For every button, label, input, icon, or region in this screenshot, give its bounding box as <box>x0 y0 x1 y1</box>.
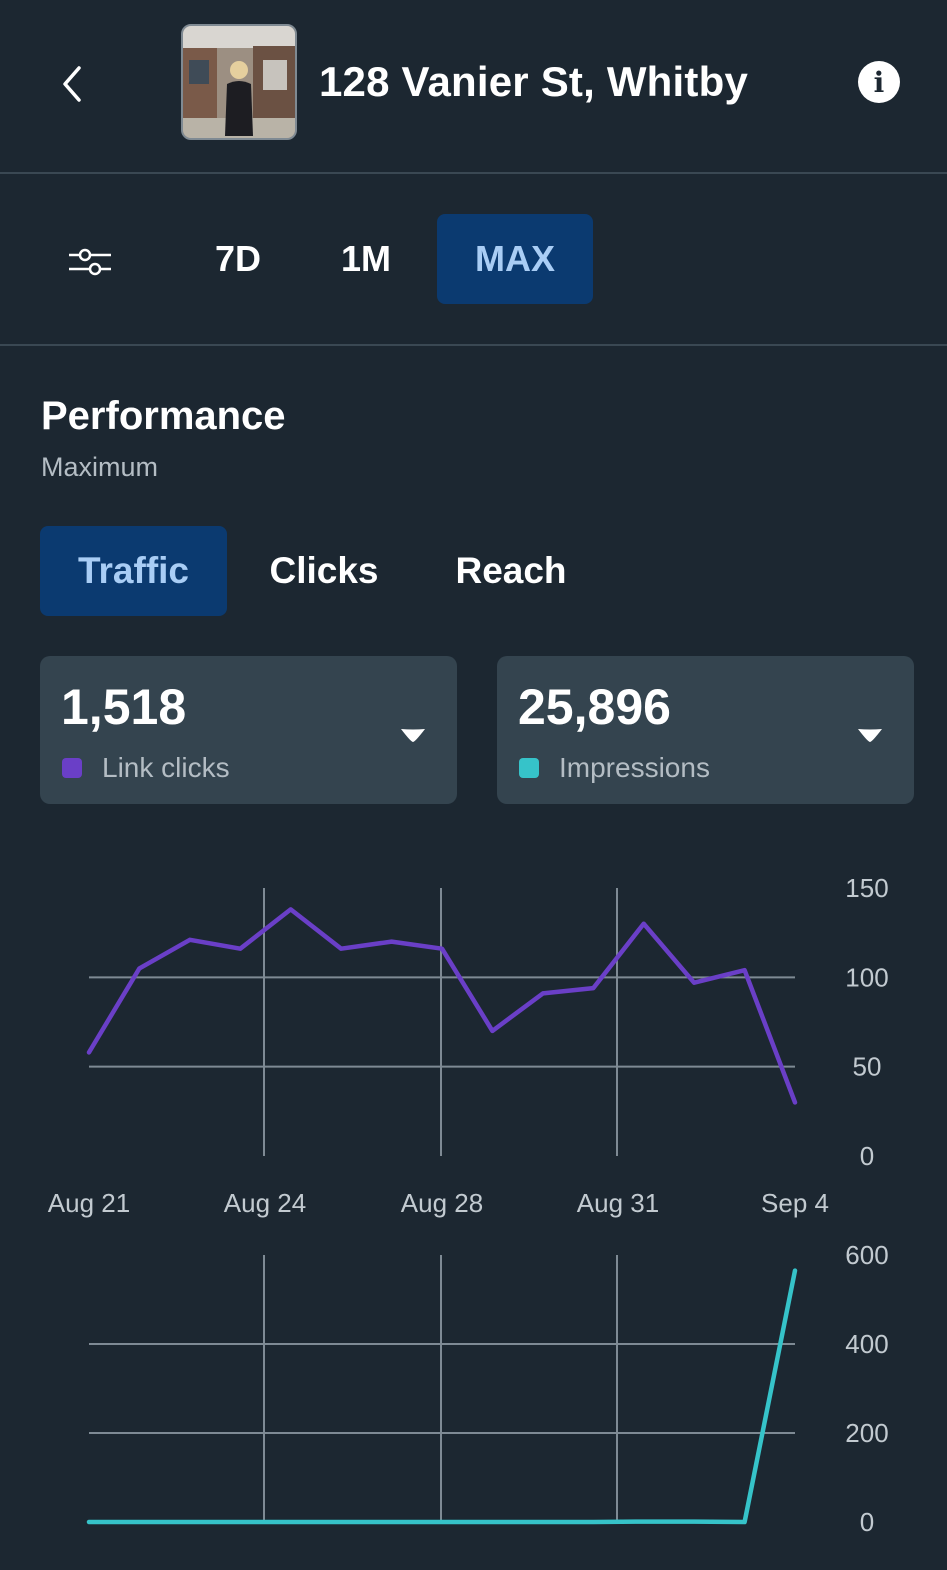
tab-clicks[interactable]: Clicks <box>269 550 379 591</box>
range-tab-max[interactable]: MAX <box>437 214 593 304</box>
y-tick-label: 100 <box>845 962 888 992</box>
metric-value: 25,896 <box>518 679 671 735</box>
impressions-chart: 0 200 400 600 <box>86 1240 889 1537</box>
link-clicks-chart: 0 50 100 150 Aug 21 Aug 24 Aug 28 Aug 31 Sep 4 <box>48 873 889 1218</box>
y-tick-label: 200 <box>845 1418 888 1448</box>
header: 128 Vanier St, Whitby i <box>0 0 947 172</box>
tab-reach[interactable]: Reach <box>455 550 567 591</box>
y-tick-label: 50 <box>853 1052 882 1082</box>
metric-legend: Impressions <box>519 752 710 784</box>
metric-label: Impressions <box>559 752 710 783</box>
legend-swatch <box>519 758 539 778</box>
x-tick-label: Aug 21 <box>48 1188 130 1218</box>
y-tick-label: 0 <box>860 1507 874 1537</box>
x-tick-label: Aug 31 <box>577 1188 659 1218</box>
section-subtitle: Maximum <box>41 452 159 482</box>
y-tick-label: 400 <box>845 1329 888 1359</box>
listing-thumbnail <box>181 24 297 140</box>
x-tick-label: Aug 24 <box>224 1188 306 1218</box>
listing-title: 128 Vanier St, Whitby <box>319 58 748 105</box>
range-tab-7d[interactable]: 7D <box>214 238 262 279</box>
back-button[interactable] <box>44 56 100 112</box>
metric-legend: Link clicks <box>62 752 230 784</box>
y-tick-label: 600 <box>845 1240 888 1270</box>
section-title: Performance <box>41 394 286 438</box>
sliders-icon <box>69 248 111 276</box>
y-tick-label: 0 <box>860 1141 874 1171</box>
y-tick-label: 150 <box>845 873 888 903</box>
series-line-0 <box>86 1268 798 1525</box>
caret-down-icon[interactable] <box>399 726 427 744</box>
range-divider <box>0 344 947 346</box>
range-tab-1m[interactable]: 1M <box>340 238 391 279</box>
x-tick-label: Sep 4 <box>761 1188 829 1218</box>
tab-traffic[interactable]: Traffic <box>40 526 227 616</box>
series-line-0 <box>86 907 798 1105</box>
chevron-left-icon <box>63 66 81 102</box>
info-button[interactable]: i <box>858 61 900 103</box>
metric-label: Link clicks <box>102 752 230 783</box>
filter-button[interactable] <box>64 236 116 288</box>
x-tick-label: Aug 28 <box>401 1188 483 1218</box>
info-icon: i <box>873 65 885 99</box>
header-divider <box>0 172 947 174</box>
caret-down-icon[interactable] <box>856 726 884 744</box>
metric-value: 1,518 <box>61 679 187 735</box>
legend-swatch <box>62 758 82 778</box>
metric-card-impressions[interactable]: 25,896 Impressions <box>497 656 914 804</box>
metric-card-link-clicks[interactable]: 1,518 Link clicks <box>40 656 457 804</box>
